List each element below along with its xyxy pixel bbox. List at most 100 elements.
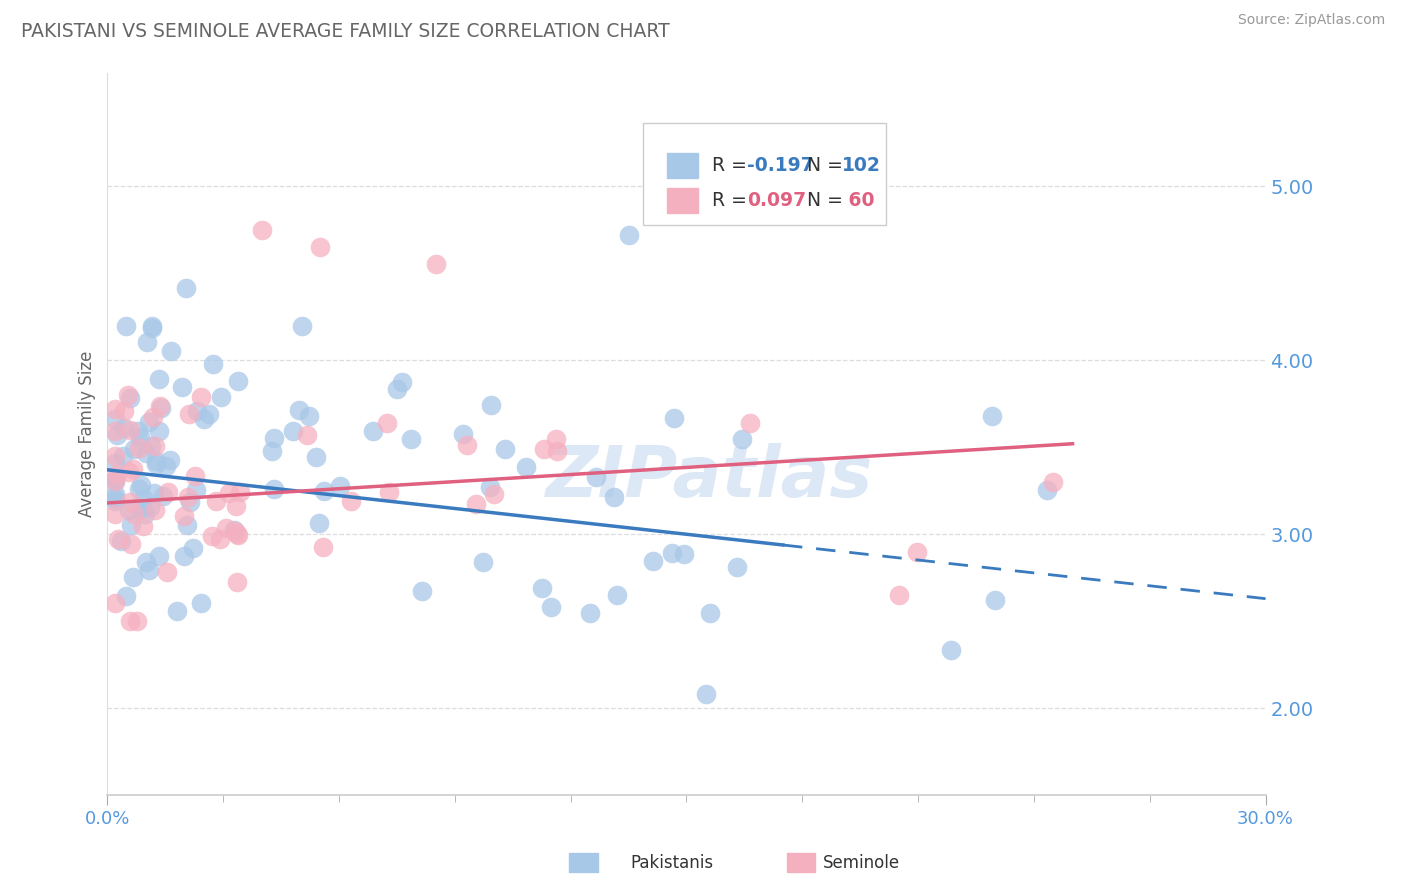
Text: 60: 60: [842, 191, 875, 211]
Point: [104, 456, 127, 470]
Point: [283, 424, 305, 438]
Point: [141, 439, 163, 453]
Point: [112, 450, 135, 464]
Point: [107, 467, 129, 481]
Point: [533, 442, 555, 457]
Point: [579, 606, 602, 620]
Point: [104, 401, 127, 416]
Point: [738, 416, 761, 430]
Point: [104, 487, 127, 501]
Point: [148, 372, 170, 386]
Point: [941, 643, 963, 657]
Point: [1042, 475, 1064, 489]
Point: [177, 491, 200, 505]
Point: [152, 489, 174, 503]
Point: [224, 524, 246, 538]
Text: N =: N =: [807, 191, 849, 211]
Point: [145, 454, 167, 468]
Point: [104, 424, 127, 438]
Point: [155, 459, 177, 474]
Point: [297, 428, 319, 442]
Point: [128, 442, 150, 456]
Point: [1036, 483, 1059, 498]
Point: [984, 593, 1007, 607]
Point: [150, 401, 173, 416]
Point: [411, 583, 433, 598]
Point: [201, 529, 224, 543]
Point: [375, 417, 398, 431]
Point: [104, 474, 127, 488]
Point: [134, 507, 156, 521]
Text: PAKISTANI VS SEMINOLE AVERAGE FAMILY SIZE CORRELATION CHART: PAKISTANI VS SEMINOLE AVERAGE FAMILY SIZ…: [21, 22, 669, 41]
Point: [730, 432, 752, 446]
Text: ZIPatlas: ZIPatlas: [546, 443, 873, 512]
Point: [156, 485, 179, 500]
Point: [120, 423, 142, 437]
Point: [250, 222, 273, 236]
Point: [225, 526, 247, 541]
Point: [122, 462, 145, 476]
Point: [128, 482, 150, 496]
Point: [104, 449, 127, 463]
Point: [190, 596, 212, 610]
Point: [198, 407, 221, 421]
Text: -0.197: -0.197: [747, 155, 814, 175]
Point: [482, 487, 505, 501]
Point: [453, 426, 475, 441]
Text: R =: R =: [711, 191, 752, 211]
Point: [184, 483, 207, 498]
Point: [425, 257, 447, 271]
Point: [138, 415, 160, 429]
Point: [209, 532, 232, 546]
Point: [120, 495, 142, 509]
Point: [104, 472, 127, 486]
Point: [229, 485, 252, 500]
Point: [128, 501, 150, 516]
Point: [135, 555, 157, 569]
Point: [173, 508, 195, 523]
Point: [112, 403, 135, 417]
Point: [263, 482, 285, 496]
Point: [122, 507, 145, 521]
Point: [478, 480, 501, 494]
Point: [214, 521, 236, 535]
Point: [118, 503, 141, 517]
Point: [142, 409, 165, 424]
Point: [209, 390, 232, 404]
Text: R =: R =: [711, 155, 752, 175]
Text: N =: N =: [807, 155, 849, 175]
Point: [104, 596, 127, 610]
Point: [193, 412, 215, 426]
Point: [540, 600, 562, 615]
Point: [160, 344, 183, 359]
Point: [139, 500, 162, 514]
Point: [120, 517, 142, 532]
Point: [132, 518, 155, 533]
Point: [129, 478, 152, 492]
Point: [143, 502, 166, 516]
Point: [617, 227, 640, 242]
Point: [205, 494, 228, 508]
Point: [143, 439, 166, 453]
Point: [118, 465, 141, 479]
Point: [114, 319, 136, 334]
Point: [159, 452, 181, 467]
Point: [122, 569, 145, 583]
Point: [148, 425, 170, 439]
Point: [585, 470, 607, 484]
Point: [544, 432, 567, 446]
Point: [104, 494, 127, 508]
Point: [183, 469, 205, 483]
Point: [479, 398, 502, 412]
Point: [138, 563, 160, 577]
Point: [288, 403, 311, 417]
Point: [104, 412, 127, 426]
Point: [312, 540, 335, 554]
Point: [308, 516, 330, 531]
Point: [225, 500, 247, 514]
Point: [641, 554, 664, 568]
Text: 102: 102: [842, 155, 882, 175]
Point: [190, 390, 212, 404]
Point: [173, 549, 195, 564]
Point: [305, 450, 328, 465]
